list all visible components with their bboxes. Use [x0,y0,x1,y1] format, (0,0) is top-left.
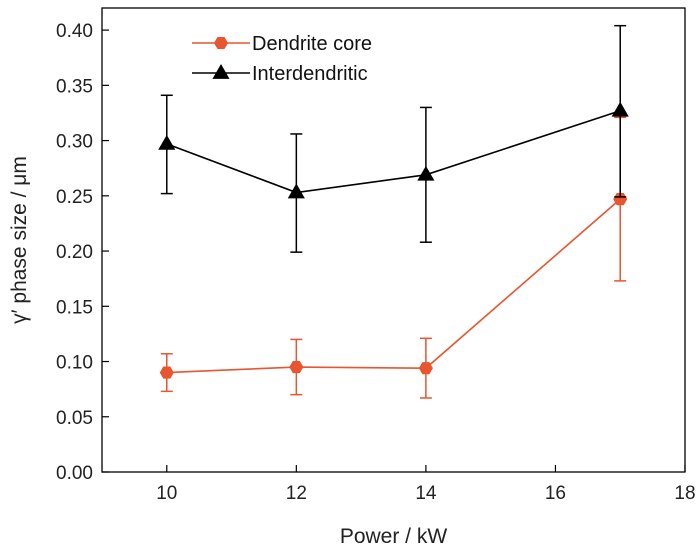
x-tick-label: 18 [674,483,695,504]
plot-frame [101,7,686,473]
y-tick-label: 0.10 [56,353,93,374]
x-tick-label: 12 [286,483,307,504]
data-point-dendrite-core [613,193,628,206]
data-point-interdendritic [611,101,629,117]
y-tick-label: 0.05 [56,408,93,429]
y-tick-label: 0.20 [56,242,93,263]
series-line-interdendritic [166,109,621,194]
series-interdendritic [158,24,629,253]
legend-item-interdendritic: Interdendritic [192,63,368,85]
legend-label-dendrite-core: Dendrite core [252,33,372,55]
data-point-interdendritic [287,183,305,199]
series-dendrite-core [159,116,628,399]
y-tick-label: 0.25 [56,187,93,208]
y-tick-label: 0.00 [56,463,93,484]
y-axis-title: γ′ phase size / μm [8,156,31,324]
series-line-dendrite-core [166,198,621,374]
data-point-dendrite-core [159,366,174,379]
y-tick-label: 0.40 [56,21,93,42]
x-tick-label: 16 [545,483,566,504]
data-point-dendrite-core [418,362,433,375]
legend-item-dendrite-core: Dendrite core [192,33,372,55]
y-tick-label: 0.30 [56,132,93,153]
x-tick-label: 10 [156,483,177,504]
legend-marker-dendrite-core [214,36,228,50]
legend-label-interdendritic: Interdendritic [252,63,368,85]
data-point-interdendritic [158,134,176,150]
axis-ticks: 10 12 14 16 18 0.00 0.05 0.10 0.15 0.20 0.25 0.30 0.… [56,21,696,504]
x-tick-label: 14 [415,483,437,504]
legend: Dendrite core Interdendritic [192,33,372,85]
data-point-interdendritic [417,165,435,181]
plot-layer [158,24,629,399]
legend-marker-interdendritic [212,64,230,79]
data-point-dendrite-core [289,360,304,374]
x-axis-title: Power / kW [340,525,448,548]
y-tick-label: 0.35 [56,76,93,97]
y-tick-label: 0.15 [56,297,93,318]
